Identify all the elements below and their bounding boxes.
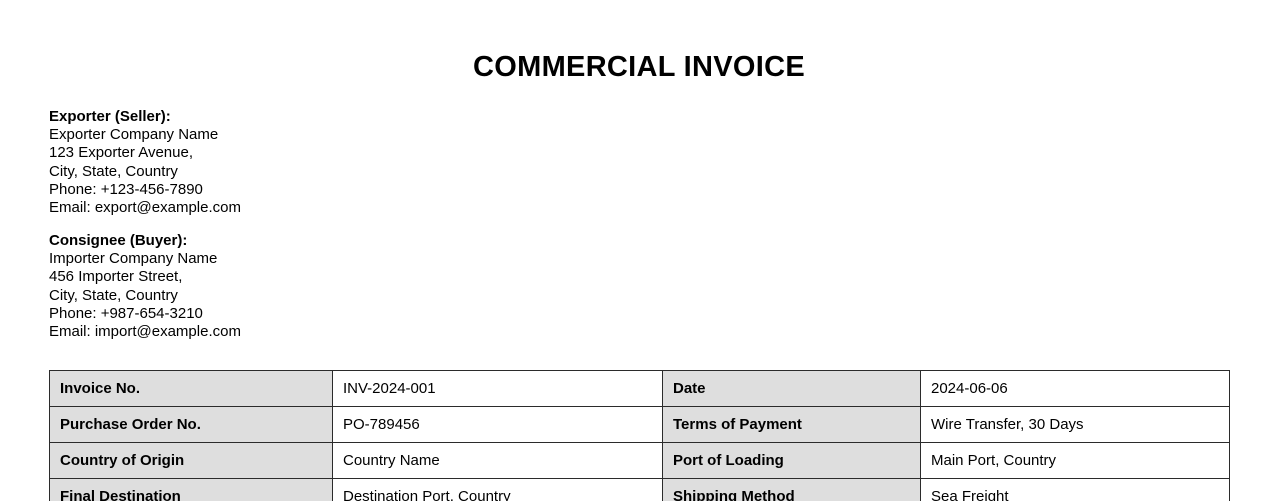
table-row: Invoice No. INV-2024-001 Date 2024-06-06	[49, 370, 1230, 407]
cell-label-purchase-order-no: Purchase Order No.	[49, 406, 333, 443]
cell-label-port-of-loading: Port of Loading	[662, 442, 921, 479]
exporter-street: 123 Exporter Avenue,	[49, 144, 193, 162]
cell-value-terms-of-payment: Wire Transfer, 30 Days	[920, 406, 1230, 443]
cell-value-shipping-method: Sea Freight	[920, 478, 1230, 501]
consignee-city-state-country: City, State, Country	[49, 286, 178, 304]
exporter-heading: Exporter (Seller):	[49, 108, 171, 125]
consignee-heading: Consignee (Buyer):	[49, 232, 188, 249]
consignee-street: 456 Importer Street,	[49, 268, 183, 286]
cell-value-date: 2024-06-06	[920, 370, 1230, 407]
consignee-block: Consignee (Buyer): Importer Company Name…	[49, 232, 241, 341]
cell-value-invoice-no: INV-2024-001	[332, 370, 663, 407]
table-row: Purchase Order No. PO-789456 Terms of Pa…	[49, 406, 1230, 443]
exporter-company-name: Exporter Company Name	[49, 126, 219, 144]
consignee-email: Email: import@example.com	[49, 323, 241, 341]
exporter-city-state-country: City, State, Country	[49, 162, 178, 180]
cell-value-final-destination: Destination Port, Country	[332, 478, 663, 501]
consignee-company-name: Importer Company Name	[49, 250, 218, 268]
cell-label-date: Date	[662, 370, 921, 407]
invoice-details-table: Invoice No. INV-2024-001 Date 2024-06-06…	[49, 370, 1230, 501]
consignee-phone: Phone: +987-654-3210	[49, 304, 203, 322]
table-row: Final Destination Destination Port, Coun…	[49, 478, 1230, 501]
cell-value-country-of-origin: Country Name	[332, 442, 663, 479]
page-title: COMMERCIAL INVOICE	[473, 51, 805, 83]
table-row: Country of Origin Country Name Port of L…	[49, 442, 1230, 479]
cell-label-terms-of-payment: Terms of Payment	[662, 406, 921, 443]
exporter-block: Exporter (Seller): Exporter Company Name…	[49, 108, 241, 217]
cell-label-country-of-origin: Country of Origin	[49, 442, 333, 479]
cell-label-final-destination: Final Destination	[49, 478, 333, 501]
cell-label-invoice-no: Invoice No.	[49, 370, 333, 407]
exporter-phone: Phone: +123-456-7890	[49, 180, 203, 198]
cell-value-port-of-loading: Main Port, Country	[920, 442, 1230, 479]
exporter-email: Email: export@example.com	[49, 199, 241, 217]
cell-value-purchase-order-no: PO-789456	[332, 406, 663, 443]
cell-label-shipping-method: Shipping Method	[662, 478, 921, 501]
